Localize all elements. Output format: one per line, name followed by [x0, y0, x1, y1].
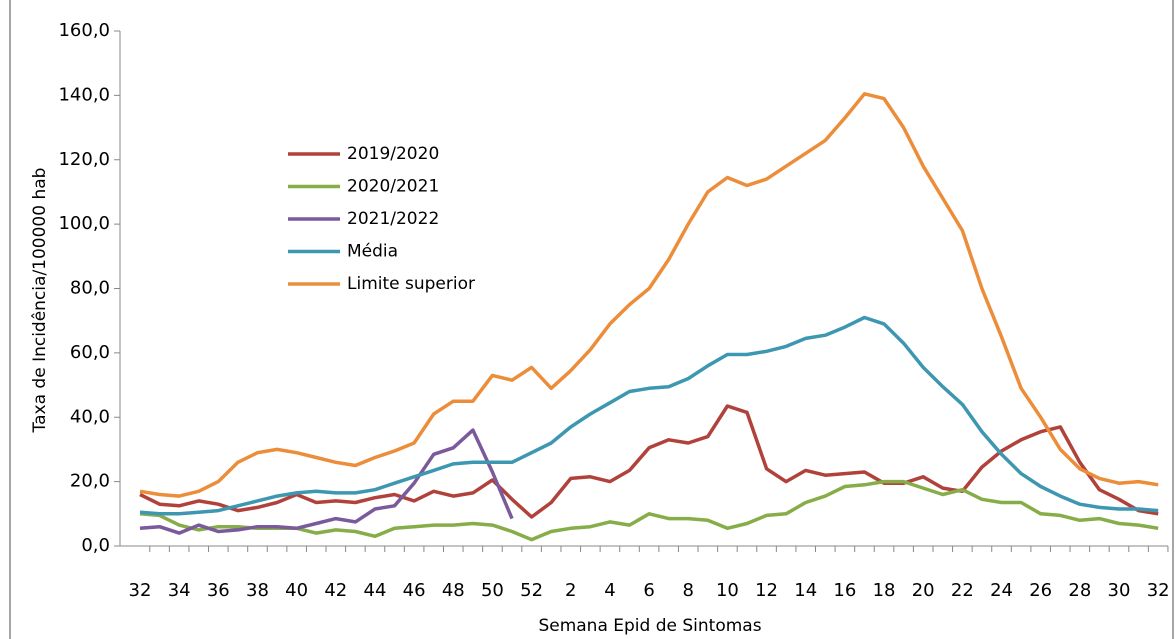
- x-tick-label: 30: [1108, 580, 1131, 601]
- y-tick-label: 60,0: [70, 342, 110, 363]
- x-tick-label: 26: [1029, 580, 1052, 601]
- series-line: [139, 315, 1159, 516]
- x-axis-title: Semana Epid de Sintomas: [538, 616, 761, 636]
- x-tick-label: 10: [716, 580, 739, 601]
- x-tick-label: 12: [755, 580, 778, 601]
- x-tick-label: 44: [364, 580, 387, 601]
- x-tick-label: 8: [683, 580, 694, 601]
- x-tick-label: 34: [168, 580, 191, 601]
- y-axis-title: Taxa de Incidência/100000 hab: [30, 168, 50, 434]
- y-tick-label: 120,0: [58, 149, 110, 170]
- y-tick-label: 80,0: [70, 278, 110, 299]
- x-tick-label: 46: [403, 580, 426, 601]
- x-tick-label: 52: [520, 580, 543, 601]
- x-tick-label: 16: [833, 580, 856, 601]
- legend-label: Limite superior: [347, 274, 475, 294]
- x-tick-label: 6: [643, 580, 654, 601]
- legend-label: 2021/2022: [347, 209, 439, 229]
- x-tick-label: 28: [1068, 580, 1091, 601]
- x-tick-label: 18: [873, 580, 896, 601]
- x-tick-label: 38: [246, 580, 269, 601]
- y-tick-label: 20,0: [70, 471, 110, 492]
- x-tick-label: 24: [990, 580, 1013, 601]
- legend-label: Média: [347, 242, 398, 262]
- x-tick-label: 20: [912, 580, 935, 601]
- y-tick-label: 160,0: [58, 20, 110, 41]
- x-tick-label: 22: [951, 580, 974, 601]
- chart-border: [9, 0, 1174, 639]
- x-tick-label: 4: [604, 580, 615, 601]
- x-tick-label: 48: [442, 580, 465, 601]
- series-line: [139, 428, 514, 535]
- x-tick-label: 2: [565, 580, 576, 601]
- x-tick-label: 36: [207, 580, 230, 601]
- x-tick-label: 14: [794, 580, 817, 601]
- x-tick-label: 32: [1147, 580, 1170, 601]
- x-tick-label: 40: [285, 580, 308, 601]
- y-tick-label: 100,0: [58, 213, 110, 234]
- series-line: [139, 92, 1159, 498]
- x-tick-label: 42: [324, 580, 347, 601]
- y-tick-label: 0,0: [81, 535, 110, 556]
- series-line: [139, 479, 1159, 542]
- legend-label: 2019/2020: [347, 144, 439, 164]
- y-tick-label: 140,0: [58, 84, 110, 105]
- y-tick-label: 40,0: [70, 406, 110, 427]
- legend-label: 2020/2021: [347, 177, 439, 197]
- series-line: [139, 404, 1159, 519]
- x-tick-label: 32: [129, 580, 152, 601]
- x-tick-label: 50: [481, 580, 504, 601]
